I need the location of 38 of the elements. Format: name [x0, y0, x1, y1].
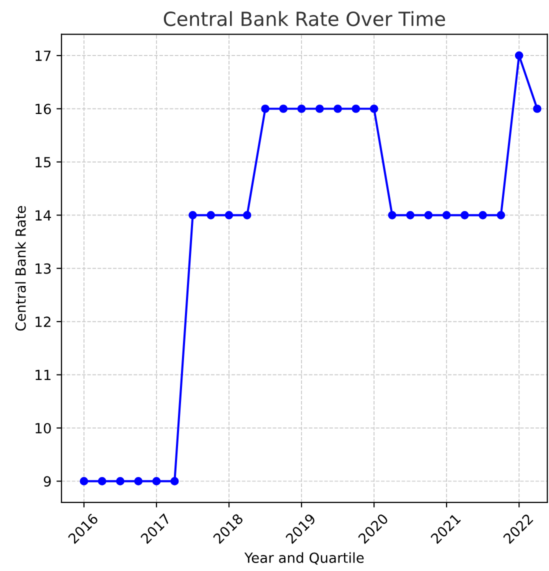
point [460, 210, 469, 220]
point [206, 210, 216, 220]
y-tick-label: 12 [36, 316, 50, 327]
point [424, 210, 433, 220]
y-tick-label: 17 [36, 50, 51, 61]
point [533, 104, 542, 113]
y-tick-label: 13 [36, 263, 51, 274]
point [80, 477, 88, 486]
x-axis-title: Year and Quartile [244, 552, 364, 565]
y-tick-label: 10 [36, 422, 51, 434]
point [116, 477, 124, 486]
point [496, 210, 506, 220]
point [188, 210, 197, 220]
point [261, 104, 270, 113]
point [406, 210, 414, 220]
y-tick-label: 16 [36, 104, 51, 114]
point [334, 104, 342, 113]
point [297, 104, 306, 113]
y-tick-label: 11 [36, 370, 50, 380]
point [279, 104, 288, 113]
point [134, 477, 143, 486]
point [388, 210, 396, 220]
y-axis-title: Central Bank Rate [15, 206, 26, 331]
point [170, 477, 179, 486]
point [514, 51, 524, 60]
point [152, 477, 161, 486]
y-tick-label: 14 [36, 210, 51, 220]
point [315, 104, 324, 113]
point [224, 210, 234, 220]
y-tick-label: 15 [36, 157, 51, 168]
point [370, 104, 378, 113]
point [98, 477, 106, 486]
point [478, 210, 487, 220]
point [242, 210, 252, 220]
chart-title: Central Bank Rate Over Time [164, 11, 446, 26]
point [352, 104, 360, 113]
y-tick-label: 9 [44, 476, 51, 487]
point [442, 210, 451, 220]
